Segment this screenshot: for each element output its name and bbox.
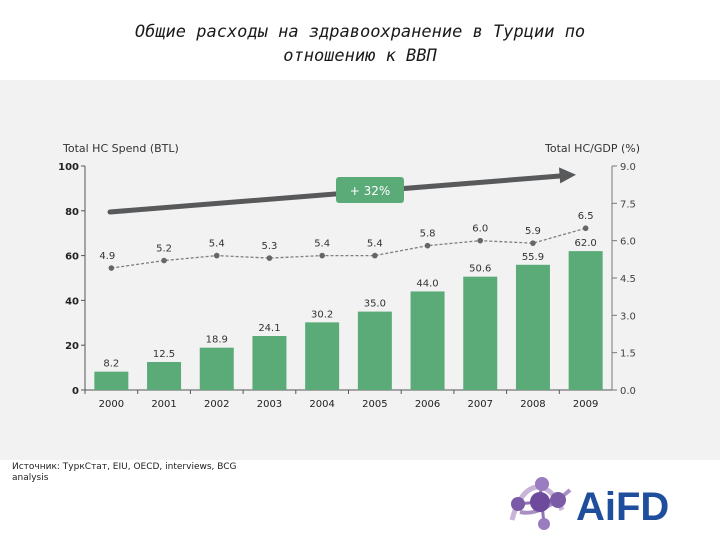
x-tick-label: 2008: [520, 399, 545, 410]
y-tick-label: 40: [65, 296, 79, 307]
x-tick-label: 2006: [415, 399, 440, 410]
y2-tick-label: 4.5: [620, 274, 636, 285]
gdp-share-label: 5.3: [261, 241, 277, 252]
x-tick-label: 2002: [204, 399, 229, 410]
y-tick-label: 0: [72, 386, 79, 397]
title-line-2: отношению к ВВП: [283, 46, 437, 66]
chart-panel: Total HC Spend (BTL) Total HC/GDP (%) 0 20 4…: [0, 80, 720, 460]
bar-value-label: 62.0: [575, 238, 597, 249]
bar-value-label: 18.9: [206, 335, 228, 346]
y-tick-label: 80: [65, 207, 79, 218]
gdp-share-point: [424, 242, 431, 249]
gdp-share-label: 5.2: [156, 244, 172, 255]
bar: [199, 347, 234, 390]
gdp-share-line: [111, 227, 586, 269]
bar: [147, 362, 182, 390]
y-tick-label: 60: [65, 252, 79, 263]
gdp-share-point: [319, 252, 325, 259]
gdp-share-label: 6.5: [578, 211, 594, 222]
y2-tick-label: 0.0: [620, 386, 636, 397]
bar-value-label: 55.9: [522, 252, 544, 263]
bar: [463, 276, 498, 390]
x-tick-label: 2007: [468, 399, 493, 410]
bar: [410, 291, 445, 390]
x-tick-label: 2009: [573, 399, 598, 410]
x-tick-label: 2001: [151, 399, 176, 410]
y-axis-title: Total HC Spend (BTL): [62, 142, 179, 155]
molecule-icon: [509, 477, 572, 530]
bar-value-label: 35.0: [364, 299, 386, 310]
y2-axis-title: Total HC/GDP (%): [544, 142, 640, 155]
gdp-share-point: [108, 265, 115, 271]
gdp-share-label: 5.4: [209, 239, 225, 250]
bar: [305, 322, 340, 390]
y-tick-label: 20: [65, 341, 79, 352]
bar: [357, 311, 392, 390]
gdp-share-label: 4.9: [99, 251, 115, 262]
gdp-share-point: [161, 257, 167, 264]
x-tick-label: 2005: [362, 399, 387, 410]
y2-tick-label: 1.5: [620, 349, 636, 360]
logo-text: AiFD: [576, 485, 669, 529]
gdp-share-point: [530, 240, 536, 246]
y2-tick-label: 3.0: [620, 311, 636, 322]
y2-tick-label: 7.5: [620, 199, 636, 210]
source-note: Источник: ТуркСтат, EIU, OECD, interview…: [12, 462, 237, 483]
x-tick-label: 2003: [257, 399, 282, 410]
y-tick-label: 100: [58, 162, 79, 173]
slide-title: Общие расходы на здравоохранение в Турци…: [0, 20, 720, 68]
chart: Total HC Spend (BTL) Total HC/GDP (%) 0 20 4…: [58, 142, 640, 410]
gdp-share-point: [213, 252, 220, 259]
gdp-share-point: [266, 255, 273, 261]
bar-value-label: 8.2: [103, 359, 119, 370]
y2-tick-label: 6.0: [620, 237, 636, 248]
bar: [568, 251, 603, 390]
y2-tick-label: 9.0: [620, 162, 636, 173]
gdp-share-label: 6.0: [472, 224, 488, 235]
bar-value-label: 24.1: [258, 323, 280, 334]
bar-value-label: 30.2: [311, 309, 333, 320]
gdp-share-point: [372, 252, 378, 259]
growth-badge-label: + 32%: [350, 184, 391, 198]
trend-arrow-head: [559, 167, 576, 184]
bar-value-label: 12.5: [153, 349, 175, 360]
gdp-share-label: 5.9: [525, 226, 541, 237]
gdp-share-label: 5.4: [314, 239, 330, 250]
x-tick-label: 2000: [99, 399, 124, 410]
bar: [515, 264, 550, 390]
bar-value-label: 44.0: [416, 278, 438, 289]
bar: [252, 336, 287, 390]
title-line-1: Общие расходы на здравоохранение в Турци…: [134, 22, 586, 42]
gdp-share-point: [582, 225, 589, 232]
bar-value-label: 50.6: [469, 264, 491, 275]
gdp-share-label: 5.4: [367, 239, 383, 250]
x-tick-label: 2004: [309, 399, 334, 410]
gdp-share-label: 5.8: [420, 229, 436, 240]
gdp-share-point: [477, 237, 484, 244]
bar: [94, 371, 129, 390]
growth-badge: [336, 177, 404, 203]
aifd-logo: AiFD: [500, 470, 718, 536]
trend-arrow-line: [107, 173, 563, 215]
